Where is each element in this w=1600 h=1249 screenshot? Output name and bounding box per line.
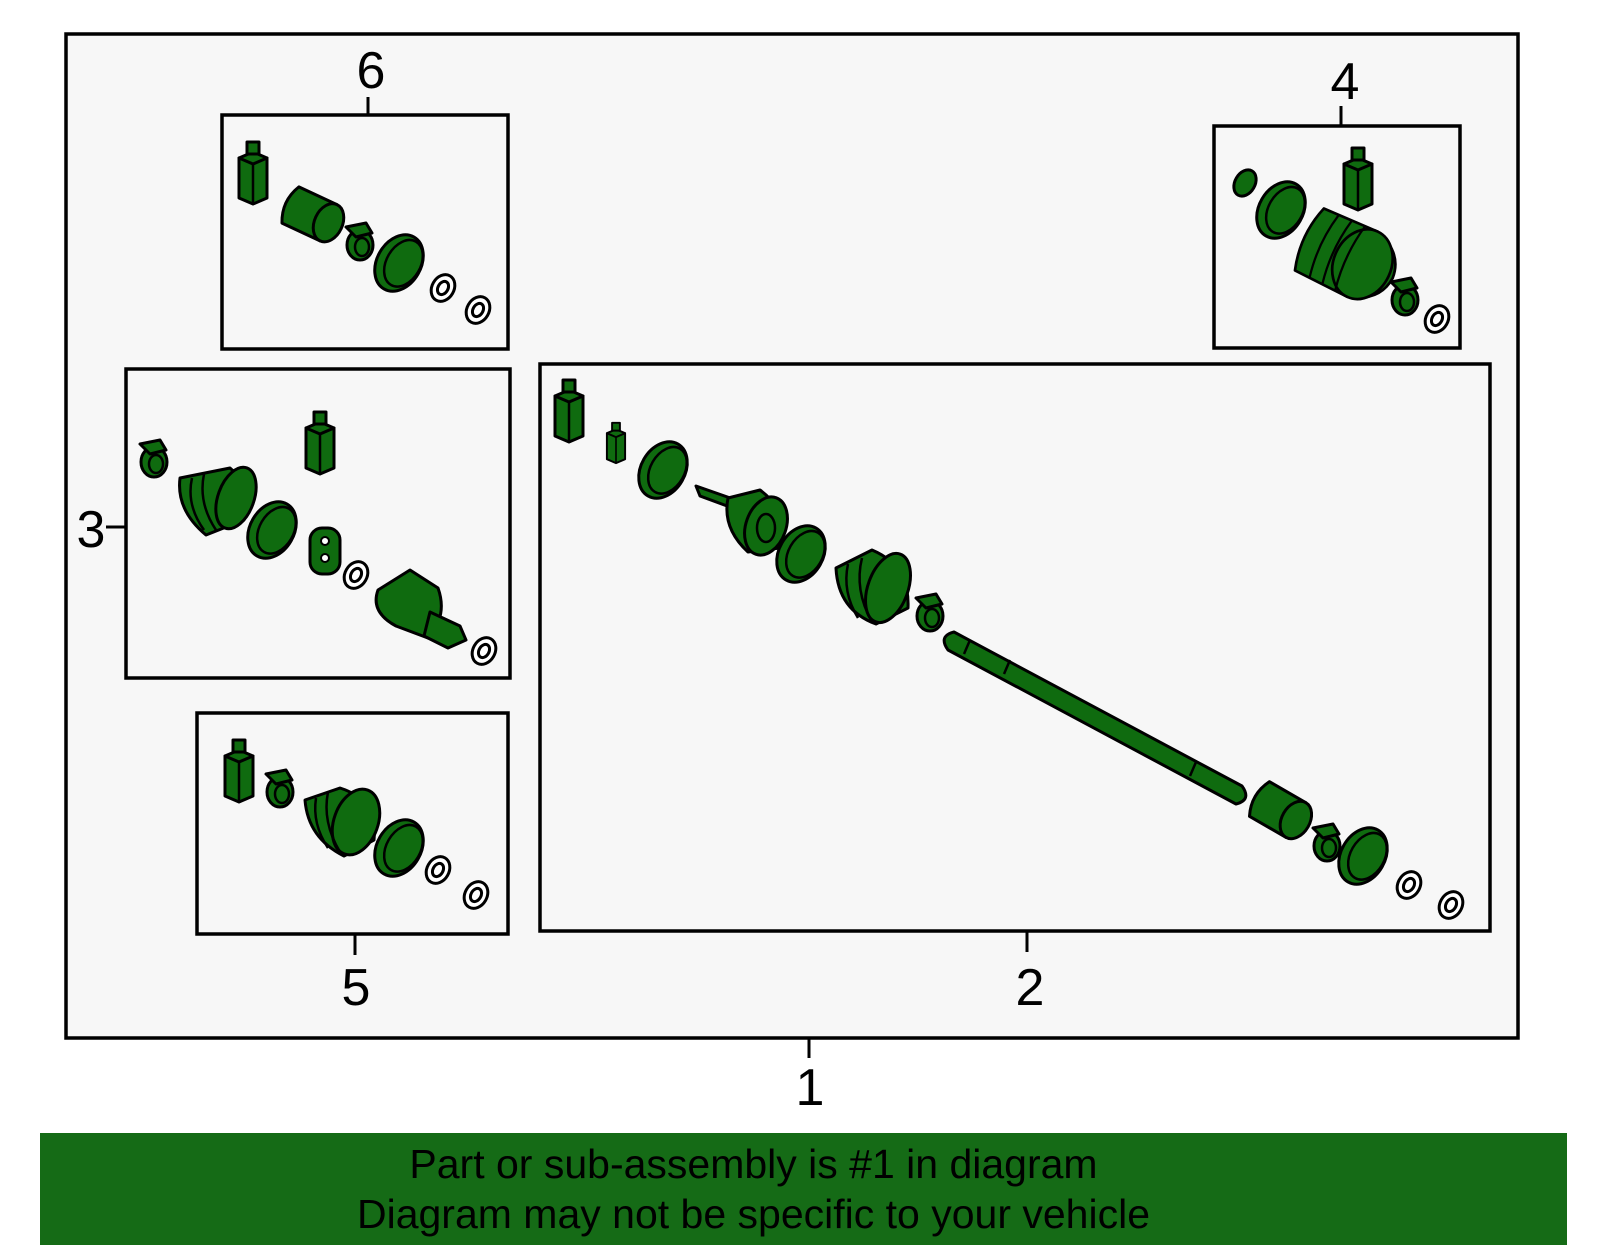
info-banner: Part or sub-assembly is #1 in diagram Di… xyxy=(40,1133,1567,1245)
box-4-parts xyxy=(1232,146,1456,339)
banner-line-2: Diagram may not be specific to your vehi… xyxy=(356,1191,1150,1237)
boot-clamp-icon xyxy=(264,768,295,809)
callout-4: 4 xyxy=(1331,53,1360,111)
boot-clamp-icon xyxy=(1311,822,1342,863)
box-5-parts xyxy=(223,738,495,915)
callout-3: 3 xyxy=(77,501,106,559)
callout-5: 5 xyxy=(342,959,371,1017)
box-2-parts xyxy=(553,378,1470,925)
callout-2: 2 xyxy=(1016,959,1045,1017)
boot-clamp-icon xyxy=(914,592,945,633)
callout-6: 6 xyxy=(357,42,386,100)
seal-icon xyxy=(1232,168,1258,198)
box-3-parts xyxy=(138,410,503,671)
banner-line-1: Part or sub-assembly is #1 in diagram xyxy=(409,1141,1098,1187)
damper-icon xyxy=(308,526,342,576)
boot-clamp-icon xyxy=(138,438,169,479)
boot-clamp-icon xyxy=(1389,276,1420,317)
boot-clamp-icon xyxy=(344,221,375,262)
callout-1: 1 xyxy=(796,1059,825,1117)
axle-shaft-icon xyxy=(942,630,1248,806)
